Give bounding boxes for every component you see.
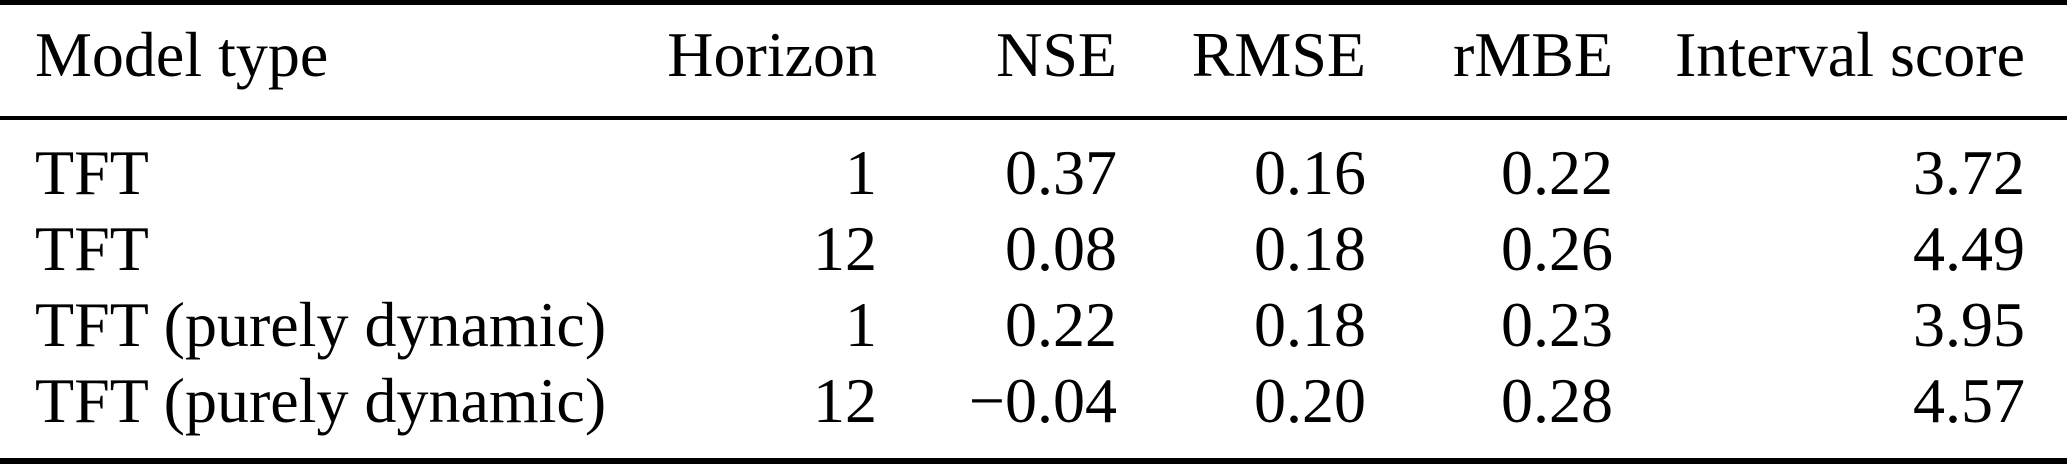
cell-rmse: 0.18 bbox=[1254, 289, 1366, 360]
cell-nse: 0.22 bbox=[1005, 289, 1117, 360]
cell-horizon: 1 bbox=[845, 137, 877, 208]
cell-model-type: TFT (purely dynamic) bbox=[35, 289, 607, 360]
table-row: TFT 1 0.37 0.16 0.22 3.72 bbox=[0, 118, 2067, 211]
cell-interval-score: 3.95 bbox=[1913, 289, 2025, 360]
col-header-nse: NSE bbox=[996, 19, 1117, 90]
cell-horizon: 12 bbox=[813, 365, 877, 436]
cell-nse: 0.37 bbox=[1005, 137, 1117, 208]
cell-rmse: 0.16 bbox=[1254, 137, 1366, 208]
table-row: TFT 12 0.08 0.18 0.26 4.49 bbox=[0, 211, 2067, 287]
col-header-rmse: RMSE bbox=[1191, 19, 1366, 90]
cell-rmbe: 0.22 bbox=[1501, 137, 1613, 208]
table-row: TFT (purely dynamic) 1 0.22 0.18 0.23 3.… bbox=[0, 287, 2067, 363]
cell-rmbe: 0.26 bbox=[1501, 213, 1613, 284]
cell-nse: −0.04 bbox=[968, 365, 1117, 436]
cell-model-type: TFT (purely dynamic) bbox=[35, 365, 607, 436]
cell-rmse: 0.20 bbox=[1254, 365, 1366, 436]
col-header-interval-score: Interval score bbox=[1674, 19, 2025, 90]
cell-rmbe: 0.28 bbox=[1501, 365, 1613, 436]
cell-interval-score: 4.49 bbox=[1913, 213, 2025, 284]
table-row: TFT (purely dynamic) 12 −0.04 0.20 0.28 … bbox=[0, 363, 2067, 461]
col-header-rmbe: rMBE bbox=[1453, 19, 1613, 90]
cell-model-type: TFT bbox=[35, 137, 149, 208]
cell-horizon: 1 bbox=[845, 289, 877, 360]
cell-model-type: TFT bbox=[35, 213, 149, 284]
col-header-horizon: Horizon bbox=[667, 19, 877, 90]
col-header-model-type: Model type bbox=[35, 19, 329, 90]
cell-rmbe: 0.23 bbox=[1501, 289, 1613, 360]
cell-interval-score: 4.57 bbox=[1913, 365, 2025, 436]
cell-horizon: 12 bbox=[813, 213, 877, 284]
table-header-row: Model type Horizon NSE RMSE rMBE Interva… bbox=[0, 3, 2067, 118]
cell-interval-score: 3.72 bbox=[1913, 137, 2025, 208]
cell-rmse: 0.18 bbox=[1254, 213, 1366, 284]
cell-nse: 0.08 bbox=[1005, 213, 1117, 284]
